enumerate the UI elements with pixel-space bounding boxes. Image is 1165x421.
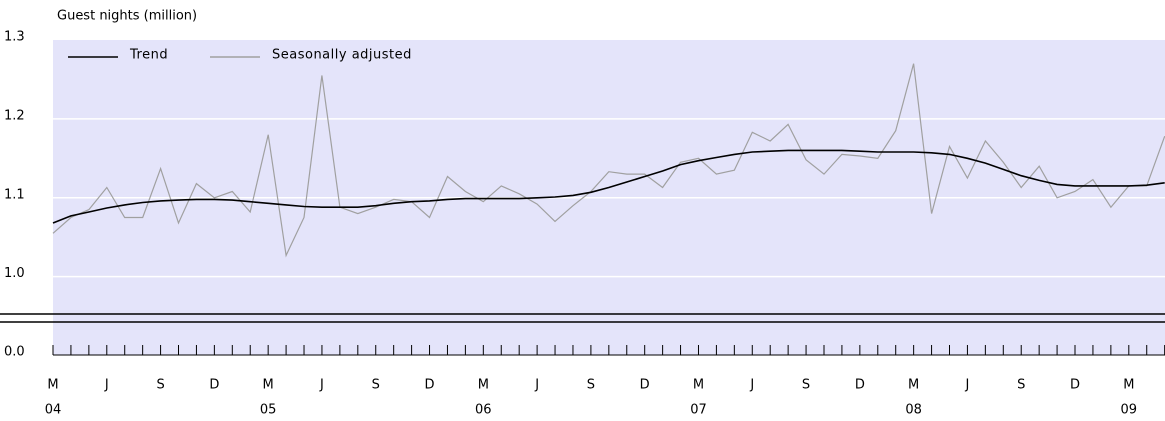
legend-label: Trend: [129, 48, 168, 63]
x-year-label: 06: [475, 403, 492, 418]
x-tick-label: M: [693, 378, 704, 393]
x-tick-label: M: [263, 378, 274, 393]
x-year-label: 05: [260, 403, 277, 418]
x-tick-label: S: [372, 378, 380, 393]
x-tick-label: D: [425, 378, 435, 393]
legend-label: Seasonally adjusted: [272, 48, 412, 63]
x-tick-label: D: [209, 378, 219, 393]
y-tick-label: 1.1: [4, 187, 25, 202]
x-tick-label: J: [319, 378, 324, 393]
x-tick-label: J: [965, 378, 970, 393]
x-tick-label: M: [1123, 378, 1134, 393]
series-line: [52, 149, 1165, 224]
x-year-label: 04: [45, 403, 62, 418]
x-year-label: 08: [905, 403, 922, 418]
x-tick-label: M: [908, 378, 919, 393]
x-year-label: 09: [1121, 403, 1138, 418]
x-tick-label: J: [104, 378, 109, 393]
x-tick-label: S: [1017, 378, 1025, 393]
x-tick-label: D: [640, 378, 650, 393]
y-tick-label: 1.2: [4, 108, 25, 123]
x-tick-label: D: [1070, 378, 1080, 393]
x-tick-label: M: [47, 378, 58, 393]
y-axis-label: Guest nights (million): [57, 9, 197, 24]
x-tick-label: S: [802, 378, 810, 393]
x-tick-label: J: [534, 378, 539, 393]
x-tick-label: S: [587, 378, 595, 393]
y-tick-label: 0.0: [4, 345, 25, 360]
x-year-label: 07: [690, 403, 707, 418]
series-line: [52, 63, 1165, 258]
x-tick-label: S: [156, 378, 164, 393]
y-tick-label: 1.0: [4, 266, 25, 281]
x-tick-label: M: [478, 378, 489, 393]
x-tick-label: D: [855, 378, 865, 393]
x-tick-label: J: [749, 378, 754, 393]
y-tick-label: 1.3: [4, 30, 25, 45]
